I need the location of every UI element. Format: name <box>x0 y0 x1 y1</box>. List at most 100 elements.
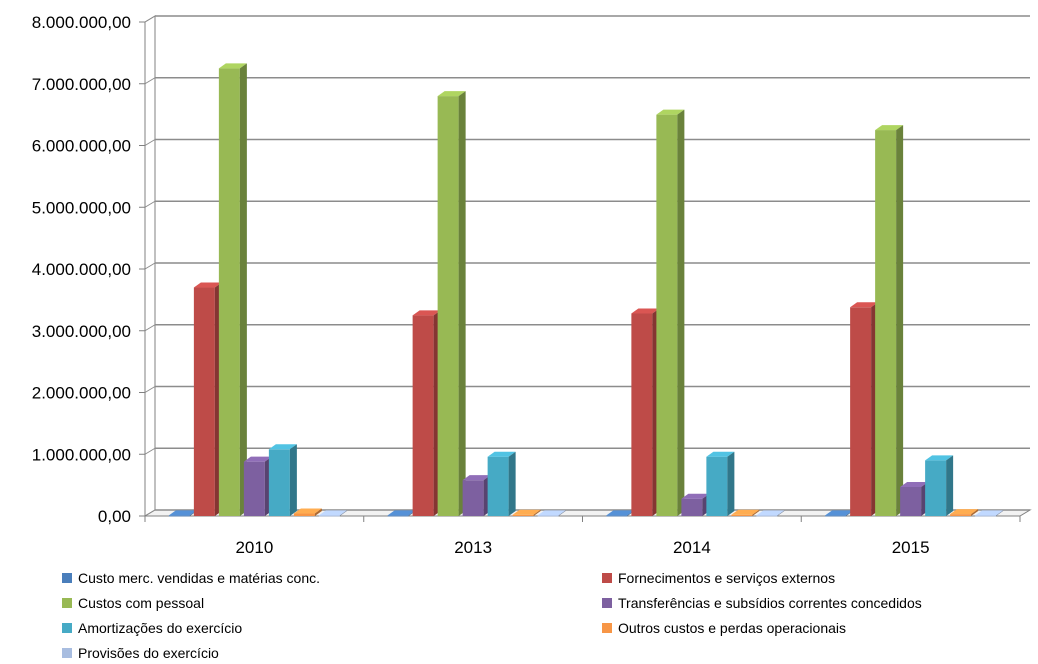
bar-side <box>946 455 954 516</box>
bar <box>900 486 922 516</box>
legend-entry-amortizacoes: Amortizações do exercício <box>62 620 242 636</box>
bar-top <box>437 91 466 97</box>
bar-side <box>896 125 904 516</box>
y-tick-label: 1.000.000,00 <box>32 445 131 464</box>
bar-top <box>681 493 710 499</box>
bar <box>975 515 997 517</box>
bar <box>412 315 434 516</box>
bar <box>437 96 459 516</box>
bar <box>462 480 484 516</box>
bar-side <box>458 91 466 516</box>
bar-top <box>656 109 685 115</box>
legend-entry-provisoes: Provisões do exercício <box>62 645 219 661</box>
bar-top <box>462 475 491 481</box>
bar <box>756 515 778 517</box>
bar-top <box>631 308 660 314</box>
legend-label: Custo merc. vendidas e matérias conc. <box>78 570 320 586</box>
legend-entry-custo-merc: Custo merc. vendidas e matérias conc. <box>62 570 320 586</box>
bar-top <box>975 510 1004 516</box>
legend-entry-outros-custos: Outros custos e perdas operacionais <box>602 620 846 636</box>
legend-swatch <box>62 648 72 658</box>
bar-top <box>825 510 854 516</box>
gridline-side <box>144 324 156 332</box>
bar <box>512 514 534 516</box>
bar-top <box>193 282 222 288</box>
legend-label: Fornecimentos e serviços externos <box>618 570 836 586</box>
bar-top <box>731 509 760 515</box>
bar-top <box>512 509 541 515</box>
bar <box>656 114 678 516</box>
bar <box>387 515 409 517</box>
legend-label: Transferências e subsídios correntes con… <box>618 595 922 611</box>
bar-side <box>777 510 785 516</box>
bar-side <box>971 509 979 516</box>
bar-top <box>850 302 879 308</box>
gridline-side <box>144 77 156 85</box>
legend-label: Custos com pessoal <box>78 595 205 611</box>
legend-entry-fornecimentos: Fornecimentos e serviços externos <box>602 570 835 586</box>
bar <box>731 514 753 516</box>
bar <box>487 456 509 516</box>
bar-side <box>996 510 1004 516</box>
y-tick-label: 2.000.000,00 <box>32 384 131 403</box>
x-tick-label: 2015 <box>892 538 930 557</box>
bar-side <box>677 109 685 516</box>
y-tick-label: 4.000.000,00 <box>32 260 131 279</box>
bar-top <box>387 510 416 516</box>
legend-label: Outros custos e perdas operacionais <box>618 620 847 636</box>
chart-plot: 0,00 1.000.000,00 2.000.000,00 3.000.000,00… <box>32 13 1032 557</box>
x-tick-label: 2014 <box>673 538 711 557</box>
legend-entry-custos-pessoal: Custos com pessoal <box>62 595 204 611</box>
bar-top <box>756 510 785 516</box>
bar-top <box>925 455 954 461</box>
bar <box>681 498 703 516</box>
bar <box>606 515 628 517</box>
bar-top <box>487 451 516 457</box>
bar-side <box>508 451 516 516</box>
bar <box>537 515 559 517</box>
y-tick-label: 5.000.000,00 <box>32 198 131 217</box>
bar <box>318 515 340 517</box>
bar-top <box>706 451 735 457</box>
legend-swatch <box>602 623 612 633</box>
bar <box>850 307 872 516</box>
bar-side <box>339 510 347 516</box>
gridline-side <box>144 262 156 270</box>
bar-top <box>950 509 979 515</box>
bar-top <box>218 63 247 69</box>
bar-top <box>268 444 297 450</box>
x-tick-label: 2013 <box>454 538 492 557</box>
bar <box>631 313 653 516</box>
legend-swatch <box>62 573 72 583</box>
bar <box>950 514 972 516</box>
bar-top <box>606 510 635 516</box>
bar-top <box>875 125 904 131</box>
y-tick-label: 7.000.000,00 <box>32 75 131 94</box>
bar-side <box>727 451 735 516</box>
bar <box>268 449 290 516</box>
bar <box>925 460 947 516</box>
bar-side <box>752 509 760 516</box>
bar-top <box>537 510 566 516</box>
bar-top <box>900 481 929 487</box>
legend-label: Provisões do exercício <box>78 645 219 661</box>
bar-side <box>289 444 297 516</box>
gridline-side <box>144 509 156 517</box>
bar <box>706 456 728 516</box>
y-tick-label: 0,00 <box>98 507 131 526</box>
bar-top <box>318 510 347 516</box>
legend-label: Amortizações do exercício <box>78 620 243 636</box>
bar-side <box>558 510 566 516</box>
y-tick-label: 8.000.000,00 <box>32 13 131 32</box>
bar <box>243 461 265 516</box>
bar <box>168 515 190 517</box>
y-tick-label: 3.000.000,00 <box>32 322 131 341</box>
legend-entry-transferencias: Transferências e subsídios correntes con… <box>602 595 922 611</box>
gridline-side <box>144 386 156 393</box>
bar-top <box>293 508 322 514</box>
bar <box>825 515 847 517</box>
gridline-side <box>144 447 156 455</box>
bar <box>293 513 315 516</box>
y-tick-label: 6.000.000,00 <box>32 137 131 156</box>
